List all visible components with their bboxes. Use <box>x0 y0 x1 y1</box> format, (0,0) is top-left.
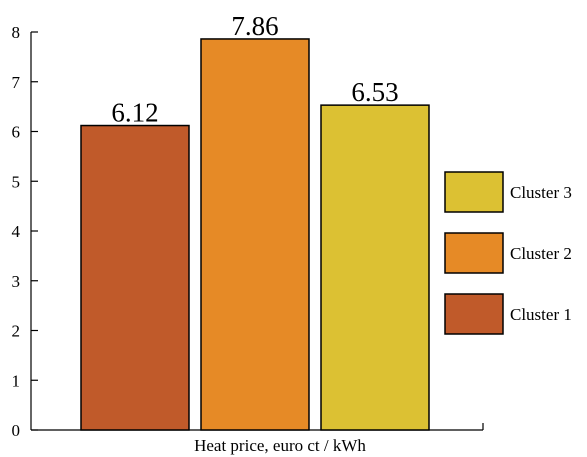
legend-label-cluster-3: Cluster 3 <box>510 183 572 202</box>
y-tick-label: 6 <box>12 123 21 142</box>
bar-cluster-3 <box>320 104 430 431</box>
legend-swatch-cluster-2 <box>444 232 504 274</box>
x-axis-label: Heat price, euro ct / kWh <box>194 436 366 455</box>
bar-cluster-1 <box>80 124 190 431</box>
data-label-cluster-3: 6.53 <box>351 77 398 107</box>
bars <box>80 38 430 431</box>
y-tick-label: 3 <box>12 272 21 291</box>
legend: Cluster 3 Cluster 2 Cluster 1 <box>444 171 572 335</box>
data-label-cluster-2: 7.86 <box>231 11 278 41</box>
y-axis: 0 1 2 3 4 5 6 7 8 <box>12 23 38 440</box>
y-tick-label: 7 <box>12 73 21 92</box>
legend-label-cluster-2: Cluster 2 <box>510 244 572 263</box>
y-tick-label: 5 <box>12 172 21 191</box>
y-tick-label: 0 <box>12 421 21 440</box>
bar-cluster-2 <box>200 38 310 431</box>
y-tick-label: 4 <box>12 222 21 241</box>
value-labels: 6.12 7.86 6.53 <box>111 11 398 128</box>
legend-swatch-cluster-3 <box>444 171 504 213</box>
legend-label-cluster-1: Cluster 1 <box>510 305 572 324</box>
y-tick-label: 2 <box>12 322 21 341</box>
y-tick-label: 1 <box>12 371 21 390</box>
y-tick-label: 8 <box>12 23 21 42</box>
legend-swatch-cluster-1 <box>444 293 504 335</box>
data-label-cluster-1: 6.12 <box>111 98 158 128</box>
